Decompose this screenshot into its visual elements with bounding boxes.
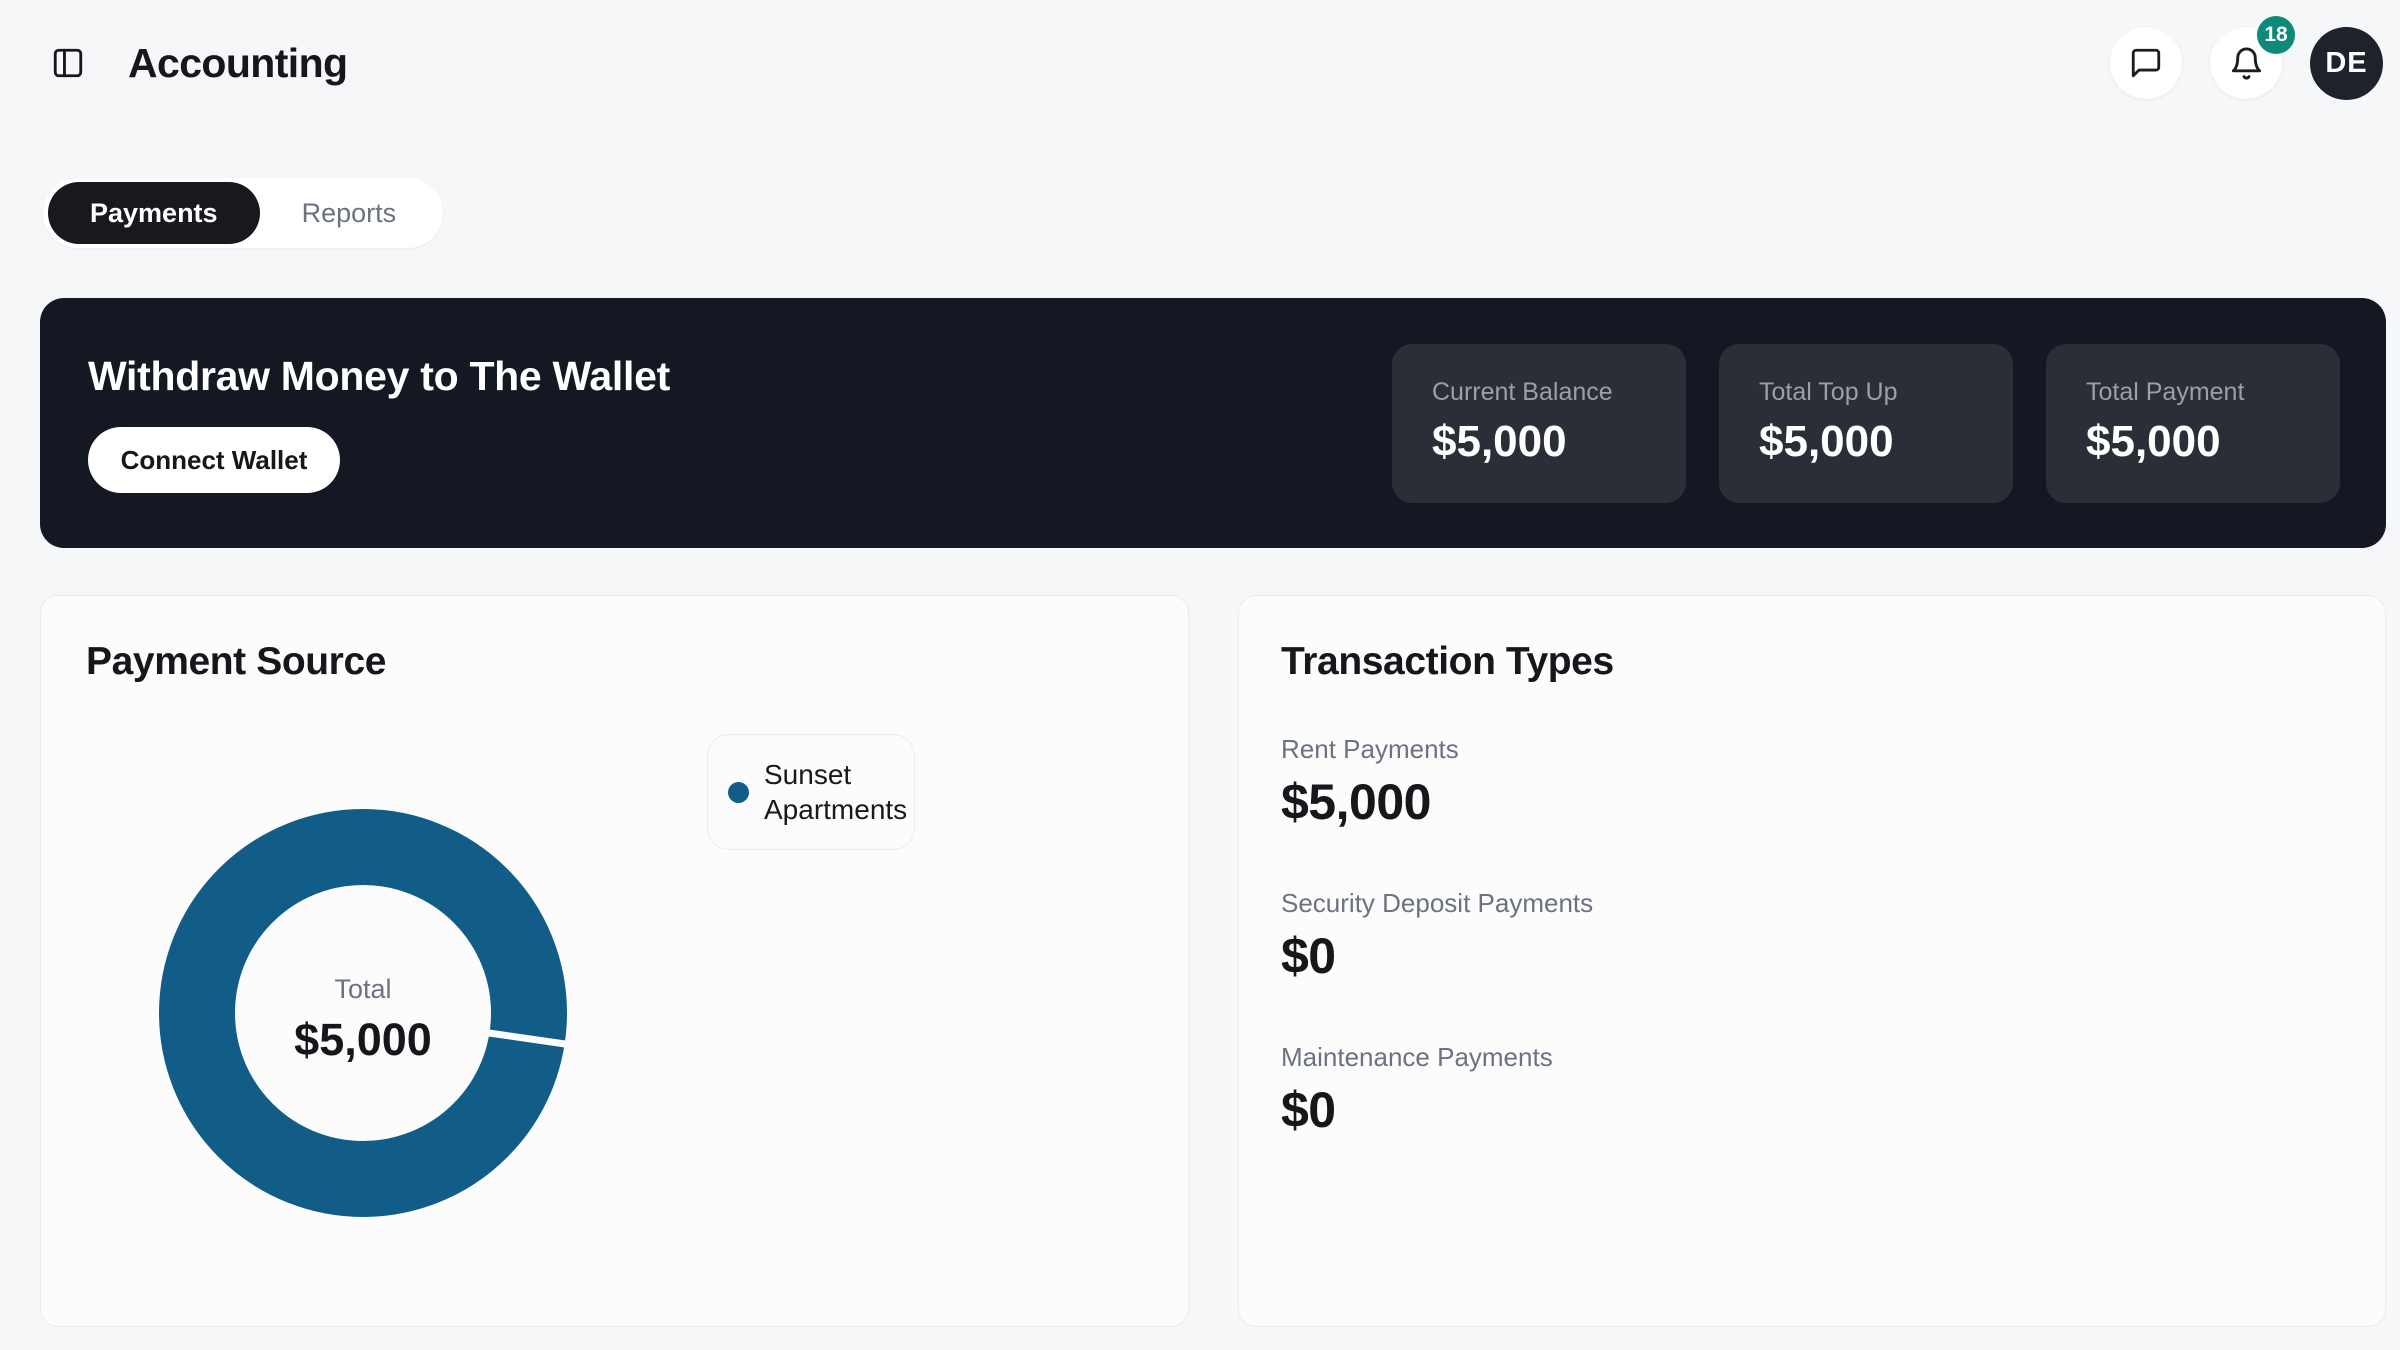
page-title: Accounting <box>128 39 348 86</box>
tx-row-security-deposit-payments: Security Deposit Payments $0 <box>1281 888 1593 985</box>
legend-label: Sunset Apartments <box>764 759 908 825</box>
stat-label: Total Payment <box>2086 377 2245 406</box>
donut-ring-svg <box>159 809 567 1217</box>
legend-dot <box>728 781 749 803</box>
sidebar-toggle-button[interactable] <box>50 45 86 81</box>
donut-ring-segment <box>159 809 567 1217</box>
avatar[interactable]: DE <box>2310 26 2383 100</box>
stat-label: Current Balance <box>1432 377 1613 406</box>
payment-source-donut-chart[interactable]: Total $5,000 <box>158 808 568 1218</box>
payment-source-card: Payment Source Total $5,000 Sunset Apart… <box>40 595 1189 1327</box>
tx-value: $5,000 <box>1281 774 1431 830</box>
stat-value: $5,000 <box>1432 416 1567 466</box>
top-bar-left: Accounting <box>50 39 348 87</box>
tab-reports[interactable]: Reports <box>260 182 439 244</box>
tx-label: Maintenance Payments <box>1281 1042 1553 1072</box>
stat-card-total-payment: Total Payment $5,000 <box>2046 343 2340 503</box>
tx-value: $0 <box>1281 928 1336 984</box>
notification-badge: 18 <box>2257 16 2295 54</box>
tx-label: Rent Payments <box>1281 734 1459 764</box>
tab-payments[interactable]: Payments <box>48 182 260 244</box>
transaction-types-title: Transaction Types <box>1281 640 1614 683</box>
wallet-banner-left: Withdraw Money to The Wallet Connect Wal… <box>88 353 670 493</box>
stat-card-current-balance: Current Balance $5,000 <box>1392 343 1686 503</box>
panel-left-icon <box>53 48 83 78</box>
stat-label: Total Top Up <box>1759 377 1898 406</box>
chart-legend: Sunset Apartments <box>707 734 915 850</box>
notifications-button[interactable]: 18 <box>2210 16 2295 99</box>
donut-segment-gap <box>488 1029 566 1048</box>
chat-icon <box>2131 48 2161 78</box>
avatar-initials: DE <box>2325 46 2368 79</box>
payment-source-title: Payment Source <box>86 640 387 683</box>
tx-value: $0 <box>1281 1082 1336 1138</box>
tab-bar: Payments Reports <box>43 178 444 248</box>
tx-row-rent-payments: Rent Payments $5,000 <box>1281 734 1459 831</box>
wallet-banner-title: Withdraw Money to The Wallet <box>88 353 670 399</box>
connect-wallet-button[interactable]: Connect Wallet <box>88 427 340 493</box>
top-bar-right: 18 DE <box>2110 16 2383 100</box>
tx-row-maintenance-payments: Maintenance Payments $0 <box>1281 1042 1553 1139</box>
bell-icon <box>2231 46 2261 79</box>
stat-value: $5,000 <box>2086 416 2221 466</box>
wallet-banner: Withdraw Money to The Wallet Connect Wal… <box>40 298 2386 548</box>
stat-card-total-top-up: Total Top Up $5,000 <box>1719 343 2013 503</box>
tx-label: Security Deposit Payments <box>1281 888 1594 918</box>
wallet-stats: Current Balance $5,000 Total Top Up $5,0… <box>1392 343 2340 503</box>
transaction-types-card: Transaction Types Rent Payments $5,000 S… <box>1238 595 2386 1327</box>
chat-button[interactable] <box>2110 27 2182 99</box>
stat-value: $5,000 <box>1759 416 1894 466</box>
top-bar: Accounting 18 DE <box>0 0 2400 126</box>
